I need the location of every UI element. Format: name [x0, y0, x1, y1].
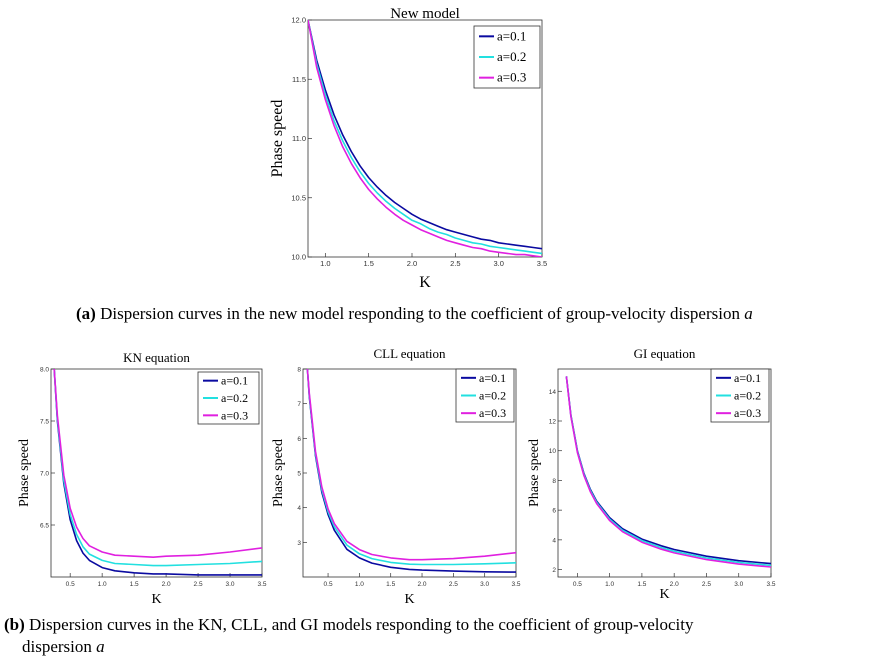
- chart2-legend-label-1: a=0.1: [221, 374, 248, 388]
- chart1-xtick-label: 1.0: [320, 259, 330, 268]
- chart1-xtick-label: 3.5: [537, 259, 547, 268]
- caption-b-text-line2: dispersion: [22, 637, 92, 656]
- chart4-series-line-3: [565, 376, 771, 568]
- chart1-legend-label-1: a=0.1: [497, 28, 526, 43]
- chart2-xtick-label: 3.5: [257, 581, 266, 588]
- chart3-series-line-3: [306, 368, 516, 561]
- chart4-ytick-label: 10: [549, 448, 557, 455]
- chart3-xtick-label: 1.0: [355, 581, 364, 588]
- chart1-xtick-label: 1.5: [363, 259, 373, 268]
- chart1-ytick-label: 11.5: [292, 75, 306, 84]
- chart1-legend-label-2: a=0.2: [497, 49, 526, 64]
- chart4-ytick-label: 6: [552, 508, 556, 515]
- chart1-xlabel: K: [419, 274, 431, 291]
- caption-b-text-line1: Dispersion curves in the KN, CLL, and GI…: [29, 615, 694, 634]
- chart4-xtick-label: 3.5: [766, 581, 775, 588]
- chart1-legend-label-3: a=0.3: [497, 70, 526, 85]
- chart3-xtick-label: 1.5: [386, 581, 395, 588]
- caption-b-tag: (b): [4, 615, 25, 634]
- chart4-ylabel: Phase speed: [527, 439, 542, 507]
- chart4-ytick-label: 2: [552, 567, 556, 574]
- caption-a-var: a: [744, 304, 753, 323]
- caption-a-tag: (a): [76, 304, 96, 323]
- chart2-title: KN equation: [123, 350, 190, 365]
- chart4-legend-label-2: a=0.2: [734, 389, 761, 403]
- chart2-ytick-label: 7.5: [40, 419, 49, 426]
- chart2-legend-label-2: a=0.2: [221, 391, 248, 405]
- chart3-xtick-label: 2.0: [418, 581, 427, 588]
- chart4-plot-frame: [557, 368, 772, 578]
- chart1-ytick-label: 11.0: [292, 134, 306, 143]
- chart3-xtick-label: 3.5: [511, 581, 520, 588]
- chart3-legend-label-1: a=0.1: [479, 371, 506, 385]
- chart2-ytick-label: 6.5: [40, 523, 49, 530]
- chart4-xtick-label: 0.5: [573, 581, 582, 588]
- chart2-legend-label-3: a=0.3: [221, 408, 248, 422]
- chart3-ytick-label: 7: [297, 401, 301, 408]
- chart4-xtick-label: 1.0: [605, 581, 614, 588]
- chart2-ytick-label: 8.0: [40, 367, 49, 374]
- chart2-xtick-label: 0.5: [66, 581, 75, 588]
- caption-a: (a) Dispersion curves in the new model r…: [76, 303, 874, 325]
- chart3-xtick-label: 3.0: [480, 581, 489, 588]
- caption-a-text: Dispersion curves in the new model respo…: [100, 304, 740, 323]
- chart1-title: New model: [390, 6, 460, 22]
- chart2-ytick-label: 7.0: [40, 471, 49, 478]
- chart4-ytick-label: 12: [549, 419, 557, 426]
- chart1-series-line-1: [308, 19, 542, 250]
- chart3-ytick-label: 3: [297, 540, 301, 547]
- caption-b: (b) Dispersion curves in the KN, CLL, an…: [4, 614, 864, 658]
- chart4-xtick-label: 2.5: [702, 581, 711, 588]
- chart3-xtick-label: 2.5: [449, 581, 458, 588]
- chart3-ytick-label: 8: [297, 367, 301, 374]
- chart2-xtick-label: 1.0: [98, 581, 107, 588]
- chart1-xtick-label: 2.5: [450, 259, 460, 268]
- caption-b-var: a: [96, 637, 105, 656]
- chart3-legend-label-2: a=0.2: [479, 389, 506, 403]
- chart1-ytick-label: 10.0: [291, 253, 306, 262]
- chart3-legend-label-3: a=0.3: [479, 406, 506, 420]
- chart3-xtick-label: 0.5: [324, 581, 333, 588]
- chart3-ytick-label: 5: [297, 471, 301, 478]
- chart1-series-line-2: [308, 19, 542, 255]
- chart1-ylabel: Phase speed: [269, 100, 286, 178]
- chart4-xtick-label: 3.0: [734, 581, 743, 588]
- chart2-ylabel: Phase speed: [17, 439, 32, 507]
- chart4-ytick-label: 14: [549, 389, 557, 396]
- chart3-ylabel: Phase speed: [271, 439, 286, 507]
- chart4-xlabel: K: [659, 587, 669, 602]
- chart2-xtick-label: 2.5: [194, 581, 203, 588]
- chart2-xtick-label: 1.5: [130, 581, 139, 588]
- chart1-xtick-label: 2.0: [407, 259, 417, 268]
- chart2-xtick-label: 3.0: [226, 581, 235, 588]
- chart3-xlabel: K: [404, 592, 414, 607]
- chart4-legend-label-1: a=0.1: [734, 371, 761, 385]
- chart1-xtick-label: 3.0: [493, 259, 503, 268]
- chart2-xlabel: K: [151, 592, 161, 607]
- chart2-series-line-2: [53, 368, 262, 567]
- chart4-ytick-label: 8: [552, 478, 556, 485]
- chart4-legend-label-3: a=0.3: [734, 406, 761, 420]
- chart4-xtick-label: 2.0: [670, 581, 679, 588]
- chart3-ytick-label: 6: [297, 436, 301, 443]
- chart1-ytick-label: 12.0: [291, 16, 306, 25]
- chart1-series-line-3: [308, 19, 542, 257]
- chart3-title: CLL equation: [373, 346, 446, 361]
- chart3-ytick-label: 4: [297, 505, 301, 512]
- chart4-title: GI equation: [634, 346, 696, 361]
- chart4-xtick-label: 1.5: [637, 581, 646, 588]
- chart2-series-line-3: [53, 368, 262, 559]
- chart4-ytick-label: 4: [552, 537, 556, 544]
- chart2-xtick-label: 2.0: [162, 581, 171, 588]
- chart1-ytick-label: 10.5: [291, 193, 306, 202]
